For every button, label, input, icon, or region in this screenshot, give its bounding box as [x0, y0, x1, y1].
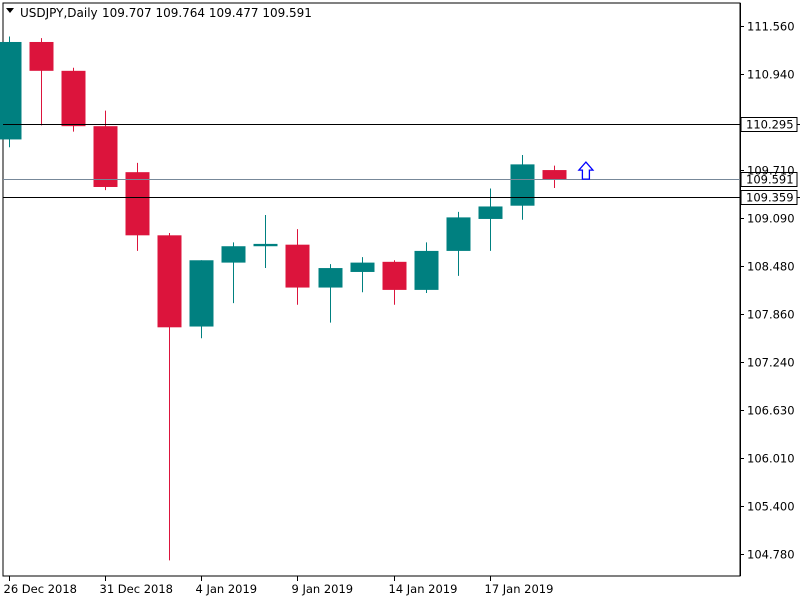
candle-bullish[interactable] [414, 242, 439, 294]
y-tick-label: 111.560 [747, 20, 795, 34]
candle-bearish[interactable] [29, 38, 54, 126]
candle-body [478, 206, 503, 219]
plot-area-frame [2, 2, 741, 577]
bid-price-label: 109.591 [746, 173, 794, 187]
candle-bullish[interactable] [253, 215, 278, 269]
candle-bullish[interactable] [478, 188, 503, 251]
candle-body [382, 261, 407, 290]
candle-bearish[interactable] [382, 260, 407, 305]
candle-body [542, 170, 567, 180]
y-tick-label: 109.090 [747, 212, 795, 226]
y-tick-label: 107.860 [747, 308, 795, 322]
candle-body [29, 41, 54, 71]
level-price-label: 110.295 [746, 118, 794, 132]
y-tick-label: 109.710 [747, 164, 795, 178]
candle-bullish[interactable] [318, 264, 343, 323]
y-tick-label: 108.480 [747, 260, 795, 274]
candle-body [157, 235, 182, 328]
chart-ohlc-values: 109.707 109.764 109.477 109.591 [102, 6, 312, 20]
level-price-label: 109.359 [746, 191, 794, 205]
y-tick-label: 106.010 [747, 452, 795, 466]
candle-body [350, 262, 375, 272]
candle-bullish[interactable] [446, 211, 471, 276]
candle-body [125, 172, 150, 236]
y-tick-label: 105.400 [747, 500, 795, 514]
candle-body [189, 260, 214, 327]
candle-body [318, 268, 343, 288]
candle-bearish[interactable] [157, 232, 182, 561]
candle-bearish[interactable] [93, 110, 118, 191]
candle-bullish[interactable] [189, 260, 214, 339]
x-tick-label: 14 Jan 2019 [389, 582, 458, 596]
x-tick-label: 17 Jan 2019 [485, 582, 554, 596]
candle-body [285, 244, 310, 288]
candle-body [0, 41, 22, 140]
y-tick-label: 107.240 [747, 356, 795, 370]
chart-menu-triangle-icon[interactable] [6, 8, 14, 13]
y-tick-label: 106.630 [747, 404, 795, 418]
candle-body [221, 246, 246, 263]
candle-body [93, 126, 118, 187]
candle-bullish[interactable] [0, 36, 22, 148]
candle-body [446, 217, 471, 251]
candle-bearish[interactable] [542, 165, 567, 188]
candle-body [510, 164, 535, 206]
x-tick-label: 9 Jan 2019 [292, 582, 354, 596]
candle-bullish[interactable] [221, 242, 246, 304]
chart-symbol-label: USDJPY,Daily [20, 6, 98, 20]
candle-bearish[interactable] [285, 229, 310, 305]
y-tick-label: 110.940 [747, 68, 795, 82]
x-tick-label: 31 Dec 2018 [100, 582, 173, 596]
candle-bearish[interactable] [61, 67, 86, 132]
candle-body [61, 70, 86, 127]
candle-bullish[interactable] [350, 257, 375, 293]
buy-arrow-icon[interactable] [577, 161, 595, 180]
y-tick-label: 104.780 [747, 548, 795, 562]
candle-bearish[interactable] [125, 162, 150, 251]
candle-body [414, 250, 439, 290]
candle-bullish[interactable] [510, 155, 535, 220]
candle-body [253, 243, 278, 247]
x-tick-label: 4 Jan 2019 [196, 582, 258, 596]
x-tick-label: 26 Dec 2018 [4, 582, 77, 596]
